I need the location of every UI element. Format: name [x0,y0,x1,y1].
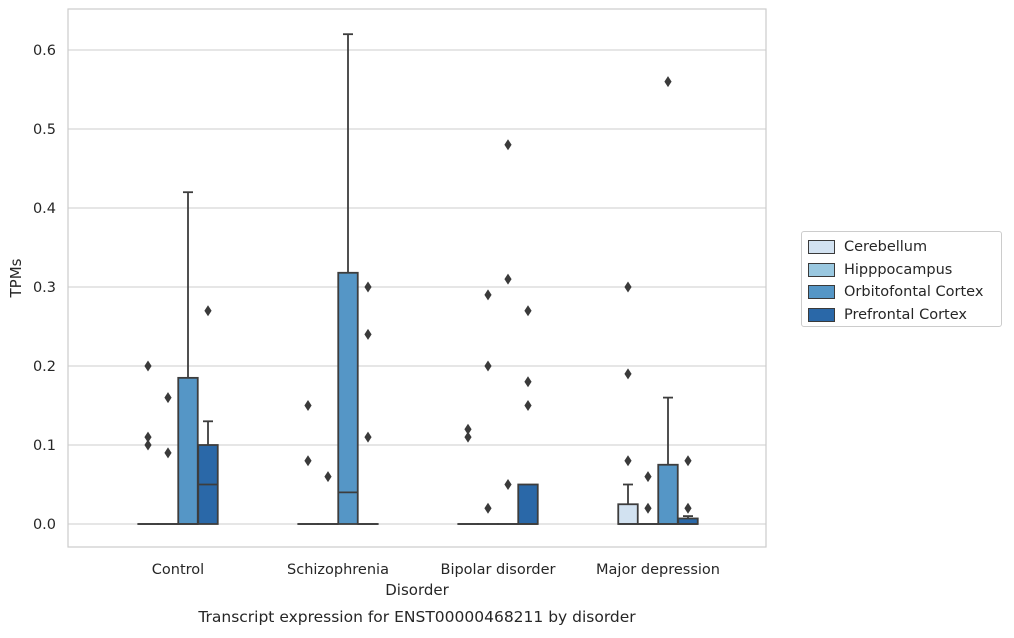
legend-label: Cerebellum [844,239,927,255]
y-tick-label: 0.4 [33,201,56,217]
outlier-point [364,329,371,340]
outlier-point [164,447,171,458]
y-tick-label: 0.6 [33,43,56,59]
box-3-2 [518,305,538,524]
outlier-point [204,305,211,316]
outlier-point [644,471,651,482]
x-tick-label: Schizophrenia [287,562,389,578]
box-rect [658,465,678,524]
x-axis-label: Disorder [385,581,449,599]
outlier-point [684,503,691,514]
y-axis-label: TPMs [7,258,25,298]
box-3-3 [678,455,698,524]
outlier-point [484,503,491,514]
box-rect [518,485,538,525]
outlier-point [644,503,651,514]
box-3-1 [358,282,378,525]
outlier-point [684,455,691,466]
outlier-point [624,455,631,466]
outlier-point [324,471,331,482]
outlier-point [144,440,151,451]
box-2-2 [498,139,518,524]
box-1-3 [638,471,658,524]
y-tick-label: 0.2 [33,359,56,375]
box-2-1 [338,34,358,524]
box-series [138,34,698,524]
legend-item: Cerebellum [808,236,1001,259]
box-1-1 [318,471,338,524]
outlier-point [304,455,311,466]
outlier-point [464,432,471,443]
outlier-point [624,368,631,379]
x-tick-label: Major depression [596,562,720,578]
outlier-point [504,274,511,285]
y-tick-label: 0.3 [33,280,56,296]
box-1-0 [158,392,178,524]
outlier-point [164,392,171,403]
outlier-point [664,76,671,87]
outlier-point [304,400,311,411]
box-rect [178,378,198,524]
outlier-point [524,305,531,316]
chart-caption: Transcript expression for ENST0000046821… [197,608,636,626]
outlier-point [364,432,371,443]
box-0-2 [458,424,478,524]
legend-item: Orbitofontal Cortex [808,281,1001,304]
box-3-0 [198,305,218,524]
y-tick-labels: 0.0 0.1 0.2 0.3 0.4 0.5 0.6 [33,43,56,533]
box-rect [338,273,358,524]
box-1-2 [478,289,498,524]
outlier-point [504,139,511,150]
box-2-0 [178,192,198,524]
legend-item: Hipppocampus [808,259,1001,282]
legend-item: Prefrontal Cortex [808,304,1001,327]
outlier-point [364,282,371,293]
box-rect [618,504,638,524]
outlier-point [484,289,491,300]
box-0-1 [298,400,318,524]
grid-lines [68,50,766,524]
legend-swatch [808,263,835,277]
x-tick-labels: Control Schizophrenia Bipolar disorder Majo… [152,562,720,578]
box-0-3 [618,282,638,525]
box-0-0 [138,361,158,525]
legend-swatch [808,240,835,254]
outlier-point [624,282,631,293]
legend: Cerebellum Hipppocampus Orbitofontal Corte… [801,231,1002,327]
y-tick-label: 0.5 [33,122,56,138]
legend-label: Orbitofontal Cortex [844,284,983,300]
x-tick-label: Bipolar disorder [441,562,556,578]
outlier-point [524,400,531,411]
x-tick-label: Control [152,562,204,578]
legend-swatch [808,308,835,322]
outlier-point [524,376,531,387]
y-tick-label: 0.1 [33,438,56,454]
legend-swatch [808,285,835,299]
box-2-3 [658,76,678,524]
legend-label: Prefrontal Cortex [844,307,967,323]
outlier-point [484,361,491,372]
y-tick-label: 0.0 [33,517,56,533]
outlier-point [504,479,511,490]
legend-label: Hipppocampus [844,262,952,278]
outlier-point [144,361,151,372]
